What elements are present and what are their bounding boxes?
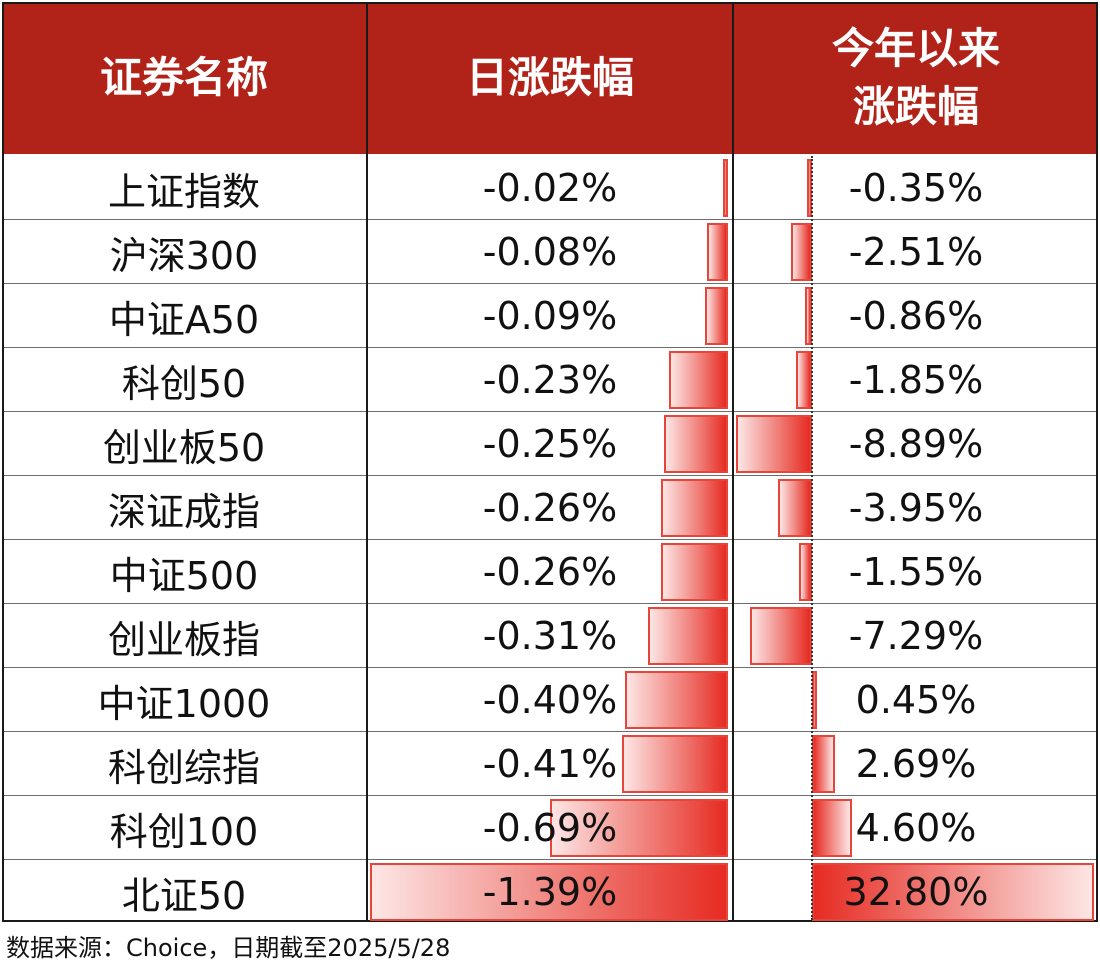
security-name: 科创综指 <box>107 745 260 790</box>
security-name: 科创100 <box>109 809 259 854</box>
row-divider <box>2 411 1098 412</box>
daily-change-bar <box>704 287 728 345</box>
ytd-change-value: 4.60% <box>855 806 977 850</box>
daily-change-bar <box>722 159 728 217</box>
daily-change-value: -0.26% <box>482 550 618 594</box>
security-name: 中证1000 <box>97 681 271 726</box>
daily-change-value: -0.02% <box>482 166 618 210</box>
security-name: 沪深300 <box>109 233 259 278</box>
row-divider <box>2 859 1098 860</box>
table-frame <box>2 2 1098 922</box>
security-name: 中证A50 <box>108 297 260 342</box>
daily-change-bar <box>622 735 728 793</box>
header-ytd-change: 今年以来 涨跌幅 <box>734 2 1098 154</box>
ytd-change-bar <box>798 543 812 601</box>
daily-change-bar <box>648 607 728 665</box>
ytd-change-value: -1.85% <box>848 358 984 402</box>
row-divider <box>2 347 1098 348</box>
header-ytd-change-line2: 涨跌幅 <box>852 82 979 131</box>
ytd-change-value: -7.29% <box>848 614 984 658</box>
daily-change-value: -0.41% <box>482 742 618 786</box>
row-divider <box>2 603 1098 604</box>
ytd-change-bar <box>812 735 836 793</box>
daily-change-bar <box>661 479 728 537</box>
column-divider <box>732 2 734 922</box>
security-name: 深证成指 <box>107 489 260 534</box>
security-name: 创业板指 <box>107 617 260 662</box>
ytd-change-bar <box>790 223 812 281</box>
ytd-change-bar <box>812 671 817 729</box>
ytd-change-bar <box>804 287 812 345</box>
row-divider <box>2 667 1098 668</box>
ytd-change-value: 0.45% <box>855 678 977 722</box>
daily-change-bar <box>550 799 728 857</box>
header-daily-change: 日涨跌幅 <box>368 2 732 154</box>
daily-change-bar <box>668 351 728 409</box>
source-note: 数据来源：Choice，日期截至2025/5/28 <box>6 934 451 962</box>
ytd-change-bar <box>778 479 812 537</box>
daily-change-value: -0.08% <box>482 230 618 274</box>
daily-change-value: -0.69% <box>482 806 618 850</box>
ytd-zero-axis <box>811 156 813 920</box>
daily-change-value: -0.31% <box>482 614 618 658</box>
daily-change-value: -0.40% <box>482 678 618 722</box>
security-name: 科创50 <box>121 361 247 406</box>
ytd-change-bar <box>796 351 812 409</box>
ytd-change-value: -1.55% <box>848 550 984 594</box>
ytd-change-value: -0.86% <box>848 294 984 338</box>
daily-change-bar <box>663 415 728 473</box>
ytd-change-bar <box>749 607 812 665</box>
row-divider <box>2 283 1098 284</box>
daily-change-value: -0.25% <box>482 422 618 466</box>
daily-change-bar <box>661 543 728 601</box>
security-name: 中证500 <box>109 553 259 598</box>
ytd-change-bar <box>812 863 1094 921</box>
row-divider <box>2 731 1098 732</box>
ytd-change-value: 2.69% <box>855 742 977 786</box>
row-divider <box>2 475 1098 476</box>
ytd-change-value: -0.35% <box>848 166 984 210</box>
header-security-name-label: 证券名称 <box>99 53 268 102</box>
row-divider <box>2 539 1098 540</box>
ytd-change-value: -2.51% <box>848 230 984 274</box>
ytd-change-value: -3.95% <box>848 486 984 530</box>
security-name: 北证50 <box>121 873 247 918</box>
ytd-change-value: -8.89% <box>848 422 984 466</box>
daily-change-value: -0.09% <box>482 294 618 338</box>
daily-change-bar <box>707 223 728 281</box>
row-divider <box>2 219 1098 220</box>
daily-change-value: -0.26% <box>482 486 618 530</box>
ytd-change-value: 32.80% <box>843 870 989 914</box>
daily-change-value: -1.39% <box>482 870 618 914</box>
daily-change-value: -0.23% <box>482 358 618 402</box>
row-divider <box>2 795 1098 796</box>
column-divider <box>366 2 368 922</box>
security-name: 创业板50 <box>102 425 266 470</box>
header-security-name: 证券名称 <box>2 2 366 154</box>
daily-change-bar <box>370 863 728 921</box>
header-daily-change-label: 日涨跌幅 <box>465 53 634 102</box>
daily-change-bar <box>624 671 728 729</box>
header-ytd-change-line1: 今年以来 <box>831 24 1000 73</box>
security-name: 上证指数 <box>107 169 260 214</box>
